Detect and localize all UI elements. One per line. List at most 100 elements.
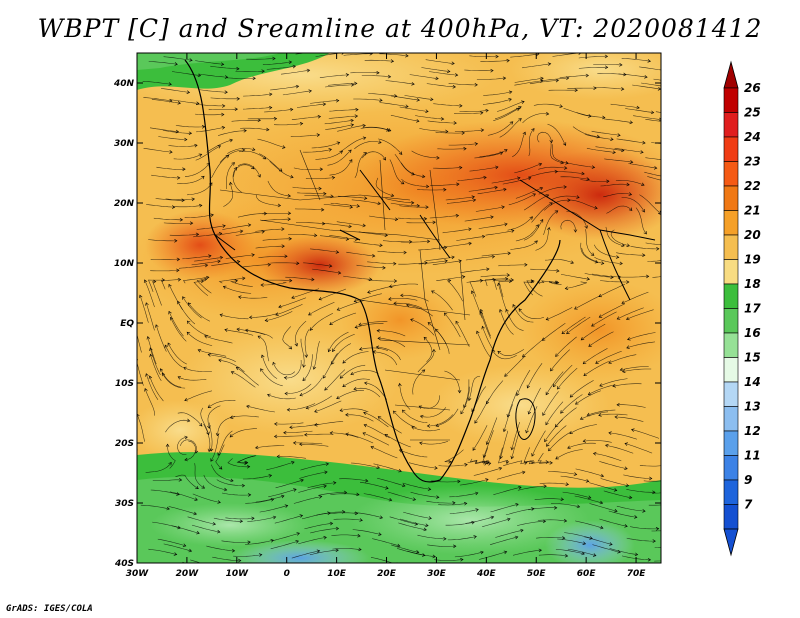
colorbar-swatch bbox=[723, 283, 739, 309]
streamline bbox=[299, 443, 329, 447]
streamline-arrow bbox=[647, 557, 652, 562]
streamline-arrow bbox=[335, 250, 340, 254]
lon-label: 30W bbox=[126, 569, 150, 579]
streamline-arrow bbox=[498, 467, 503, 471]
streamline bbox=[354, 141, 382, 150]
streamline-arrow bbox=[296, 261, 300, 266]
streamline-arrow bbox=[327, 348, 332, 353]
streamline-arrow bbox=[499, 308, 503, 313]
streamline bbox=[399, 449, 428, 458]
streamline bbox=[245, 329, 273, 339]
streamline-arrow bbox=[555, 78, 559, 83]
streamline-arrow bbox=[248, 315, 253, 320]
streamline-arrow bbox=[432, 220, 436, 225]
colorbar-label: 12 bbox=[744, 424, 761, 438]
streamline bbox=[434, 559, 464, 561]
streamline-arrow bbox=[388, 284, 393, 288]
streamline bbox=[606, 205, 633, 214]
streamline-arrow bbox=[378, 532, 382, 536]
streamline bbox=[275, 479, 304, 489]
streamline-arrow bbox=[505, 460, 510, 464]
streamline-arrow bbox=[386, 128, 390, 132]
streamline-arrow bbox=[563, 185, 567, 189]
streamline bbox=[548, 281, 562, 285]
streamline bbox=[364, 382, 387, 400]
streamline-arrow bbox=[287, 211, 292, 216]
streamline-arrow bbox=[576, 195, 580, 199]
streamline-arrow bbox=[495, 54, 499, 59]
streamline-arrow bbox=[524, 263, 528, 267]
streamline bbox=[409, 74, 439, 79]
streamline bbox=[296, 222, 325, 225]
streamline-arrow bbox=[677, 527, 680, 530]
streamline bbox=[435, 329, 450, 354]
streamline bbox=[645, 119, 661, 122]
streamline-arrow bbox=[305, 405, 310, 410]
streamline bbox=[295, 320, 307, 347]
streamline-arrow bbox=[268, 105, 273, 110]
streamline-arrow bbox=[283, 430, 287, 435]
streamline bbox=[245, 498, 274, 504]
streamline bbox=[196, 127, 225, 133]
streamline-arrow bbox=[471, 520, 475, 525]
streamline-arrow bbox=[563, 166, 568, 170]
streamline bbox=[504, 355, 526, 377]
streamline-arrow bbox=[487, 462, 492, 466]
streamline-arrow bbox=[526, 384, 530, 389]
streamline-arrow bbox=[622, 369, 626, 373]
streamline-arrow bbox=[218, 358, 222, 363]
streamline bbox=[572, 126, 600, 138]
streamline bbox=[340, 408, 369, 413]
streamline-arrow bbox=[461, 131, 465, 135]
streamline-arrow bbox=[567, 445, 571, 449]
streamline-arrow bbox=[677, 143, 680, 146]
streamline-arrow bbox=[570, 260, 574, 264]
streamline bbox=[261, 213, 291, 215]
streamline bbox=[345, 414, 374, 422]
streamline-arrow bbox=[595, 360, 599, 364]
streamline bbox=[377, 477, 406, 487]
streamline-arrow bbox=[510, 229, 515, 233]
streamline bbox=[140, 504, 170, 510]
streamline bbox=[426, 500, 456, 504]
streamline-arrow bbox=[236, 327, 240, 332]
streamline bbox=[565, 281, 587, 289]
streamline-arrow bbox=[561, 330, 566, 334]
streamline-arrow bbox=[270, 498, 275, 502]
streamline-arrow bbox=[490, 68, 494, 73]
streamline-arrow bbox=[382, 156, 386, 161]
streamline bbox=[274, 515, 303, 524]
streamline-arrow bbox=[598, 314, 603, 318]
streamline bbox=[496, 471, 525, 480]
streamline-arrow bbox=[555, 456, 559, 460]
streamline bbox=[660, 219, 661, 221]
streamline-arrow bbox=[455, 213, 460, 218]
streamline bbox=[546, 307, 573, 320]
streamline-arrow bbox=[198, 422, 203, 427]
streamline-arrow bbox=[428, 516, 432, 520]
streamline bbox=[360, 127, 390, 131]
streamline-arrow bbox=[565, 161, 569, 165]
lon-label: 0 bbox=[284, 569, 290, 579]
streamline-arrow bbox=[388, 297, 392, 301]
streamline-arrow bbox=[592, 451, 597, 456]
streamline bbox=[268, 489, 297, 498]
streamline-arrow bbox=[454, 73, 459, 77]
streamline bbox=[177, 176, 205, 184]
grads-credit: GrADS: IGES/COLA bbox=[6, 604, 93, 614]
streamline bbox=[531, 202, 553, 223]
streamline-arrow bbox=[191, 197, 195, 202]
streamline-arrow bbox=[207, 404, 212, 408]
streamline bbox=[400, 518, 429, 526]
streamline-arrow bbox=[583, 372, 587, 377]
streamline bbox=[560, 475, 589, 482]
streamline-arrow bbox=[423, 217, 428, 221]
streamline-arrow bbox=[628, 192, 633, 196]
streamline bbox=[482, 326, 496, 353]
streamline-arrow bbox=[342, 383, 346, 388]
streamline-arrow bbox=[236, 97, 240, 101]
streamline bbox=[191, 524, 220, 533]
streamline-arrow bbox=[514, 535, 519, 540]
streamline bbox=[566, 316, 591, 334]
streamline bbox=[616, 404, 646, 408]
